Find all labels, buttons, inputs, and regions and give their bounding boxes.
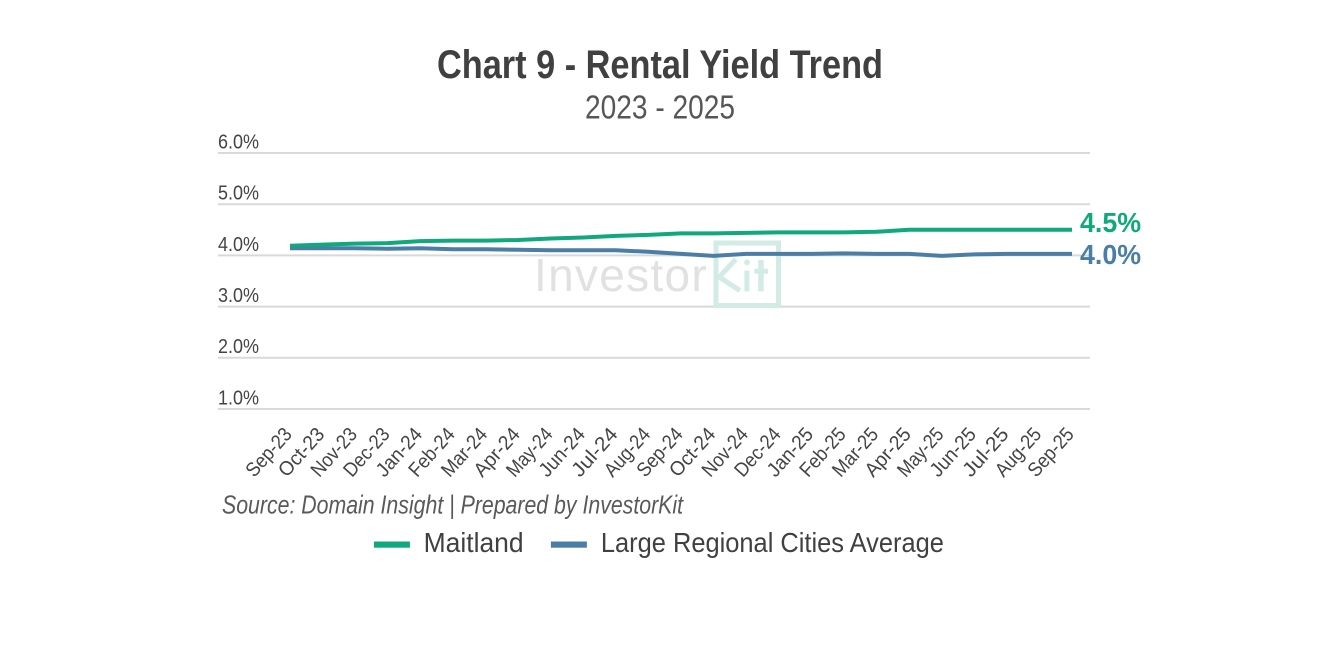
- svg-text:6.0%: 6.0%: [218, 131, 259, 153]
- svg-text:Investor: Investor: [534, 249, 708, 301]
- svg-text:2.0%: 2.0%: [218, 336, 259, 358]
- svg-text:2023 - 2025: 2023 - 2025: [585, 89, 735, 126]
- svg-text:Large Regional Cities Average: Large Regional Cities Average: [601, 527, 944, 558]
- svg-text:Chart 9 - Rental Yield Trend: Chart 9 - Rental Yield Trend: [437, 43, 883, 87]
- svg-text:Source: Domain Insight | Prepa: Source: Domain Insight | Prepared by Inv…: [222, 490, 684, 520]
- svg-text:4.0%: 4.0%: [218, 234, 259, 256]
- svg-text:4.0%: 4.0%: [1080, 239, 1141, 270]
- svg-text:Maitland: Maitland: [424, 527, 524, 558]
- svg-text:1.0%: 1.0%: [218, 387, 259, 409]
- svg-text:5.0%: 5.0%: [218, 183, 259, 205]
- svg-text:3.0%: 3.0%: [218, 285, 259, 307]
- svg-text:4.5%: 4.5%: [1080, 207, 1141, 238]
